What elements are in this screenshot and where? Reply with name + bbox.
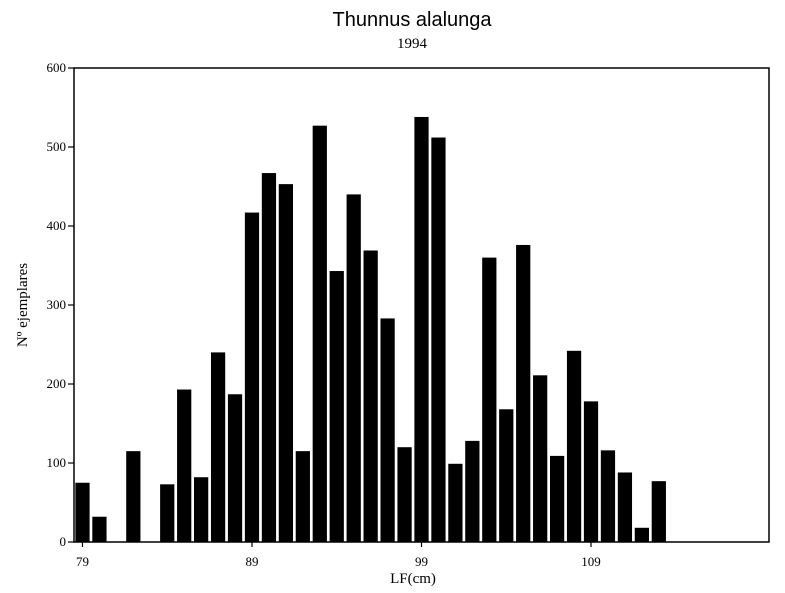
bar-lf-98 (397, 447, 412, 542)
bar-lf-99 (414, 116, 429, 542)
x-tick-label-79: 79 (76, 554, 89, 569)
chart-title: Thunnus alalunga (332, 9, 492, 31)
bar-lf-113 (651, 481, 666, 542)
y-axis-ticks: 0 100 200 300 400 500 600 (47, 60, 74, 549)
bar-lf-88 (227, 394, 243, 542)
x-axis-label: LF(cm) (390, 571, 436, 587)
bar-lf-84 (160, 484, 175, 542)
bar-lf-80 (92, 516, 107, 542)
bars (75, 116, 666, 543)
y-tick-label-0: 0 (60, 534, 67, 549)
bar-lf-112 (634, 527, 649, 542)
bar-lf-79 (75, 482, 90, 542)
bar-lf-91 (278, 184, 294, 542)
bar-lf-104 (499, 409, 514, 542)
bar-lf-107 (549, 455, 565, 542)
bar-lf-90 (261, 173, 277, 542)
bar-lf-111 (617, 472, 633, 542)
bar-lf-92 (295, 451, 310, 542)
bar-lf-106 (533, 375, 548, 542)
bar-lf-93 (312, 125, 327, 543)
x-tick-label-89: 89 (245, 554, 258, 569)
bar-lf-87 (210, 352, 226, 542)
bar-lf-85 (177, 389, 192, 542)
bar-lf-110 (600, 450, 616, 542)
y-tick-label-300: 300 (47, 297, 67, 312)
bar-lf-86 (194, 477, 209, 542)
x-tick-label-99: 99 (415, 554, 428, 569)
bar-lf-97 (380, 318, 395, 542)
y-tick-label-100: 100 (47, 455, 67, 470)
x-axis-ticks: 79 89 99 109 (76, 542, 601, 569)
bar-lf-109 (583, 401, 599, 542)
bar-lf-82 (126, 451, 141, 542)
chart-subtitle: 1994 (397, 36, 428, 52)
bar-lf-105 (516, 244, 531, 542)
bar-lf-100 (431, 137, 446, 542)
bar-lf-103 (482, 257, 497, 542)
y-tick-label-400: 400 (47, 218, 67, 233)
bar-lf-89 (244, 212, 260, 542)
y-tick-label-200: 200 (47, 376, 67, 391)
bar-lf-96 (363, 250, 378, 543)
bar-lf-95 (346, 194, 361, 542)
y-tick-label-500: 500 (47, 139, 67, 154)
bar-lf-101 (448, 463, 463, 542)
y-axis-label: Nº ejemplares (15, 263, 31, 347)
bar-lf-102 (465, 440, 480, 542)
bar-lf-108 (566, 350, 582, 542)
bar-lf-94 (329, 271, 344, 542)
x-tick-label-109: 109 (581, 554, 601, 569)
y-tick-label-600: 600 (47, 60, 67, 75)
